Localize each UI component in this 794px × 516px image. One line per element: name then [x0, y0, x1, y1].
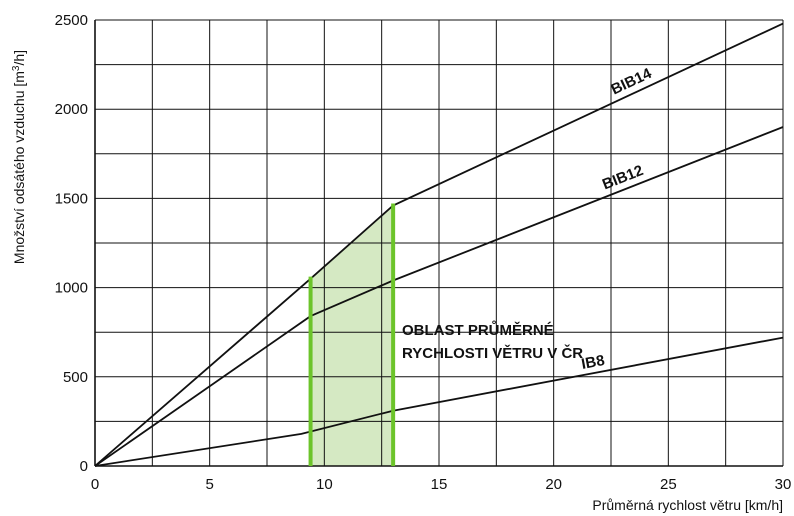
x-tick-label: 15: [431, 476, 448, 493]
y-tick-label: 0: [80, 458, 88, 475]
series-line-bib14: [94, 22, 784, 467]
band-label-line-2: RYCHLOSTI VĚTRU V ČR: [402, 344, 583, 362]
y-axis-label-end: /h]: [11, 50, 27, 66]
y-tick-label: 2000: [55, 101, 88, 118]
x-tick-label: 10: [316, 476, 333, 493]
highlight-band: [310, 205, 394, 466]
series-label-ib8: IB8: [580, 352, 606, 373]
y-tick-label: 2500: [55, 12, 88, 29]
tick-labels: 0 5 10 15 20 25 30 0 500 1000 1500 2000 2500: [55, 12, 792, 493]
series-label-bib12: BIB12: [600, 162, 646, 193]
x-tick-label: 0: [91, 476, 99, 493]
y-tick-label: 500: [63, 369, 88, 386]
y-tick-label: 1000: [55, 280, 88, 297]
x-axis-label: Průměrná rychlost větru [km/h]: [592, 497, 783, 513]
x-tick-label: 30: [775, 476, 792, 493]
y-axis-label-main: Množství odsátého vzduchu [m: [11, 71, 27, 264]
x-tick-label: 5: [205, 476, 213, 493]
series-line-bib12: [94, 126, 784, 467]
highlight-band-fill: [310, 205, 394, 466]
y-axis-label-superscript: 3: [11, 65, 22, 71]
grid: [94, 19, 784, 467]
x-tick-label: 25: [660, 476, 677, 493]
x-tick-label: 20: [545, 476, 562, 493]
y-tick-label: 1500: [55, 190, 88, 207]
band-label-line-1: OBLAST PRŮMĚRNÉ: [402, 320, 554, 339]
series-lines: [94, 22, 784, 467]
highlight-band-edges: [308, 203, 396, 466]
series-line-ib8: [94, 336, 784, 467]
y-axis-label: Množství odsátého vzduchu [m3/h]: [11, 50, 27, 264]
